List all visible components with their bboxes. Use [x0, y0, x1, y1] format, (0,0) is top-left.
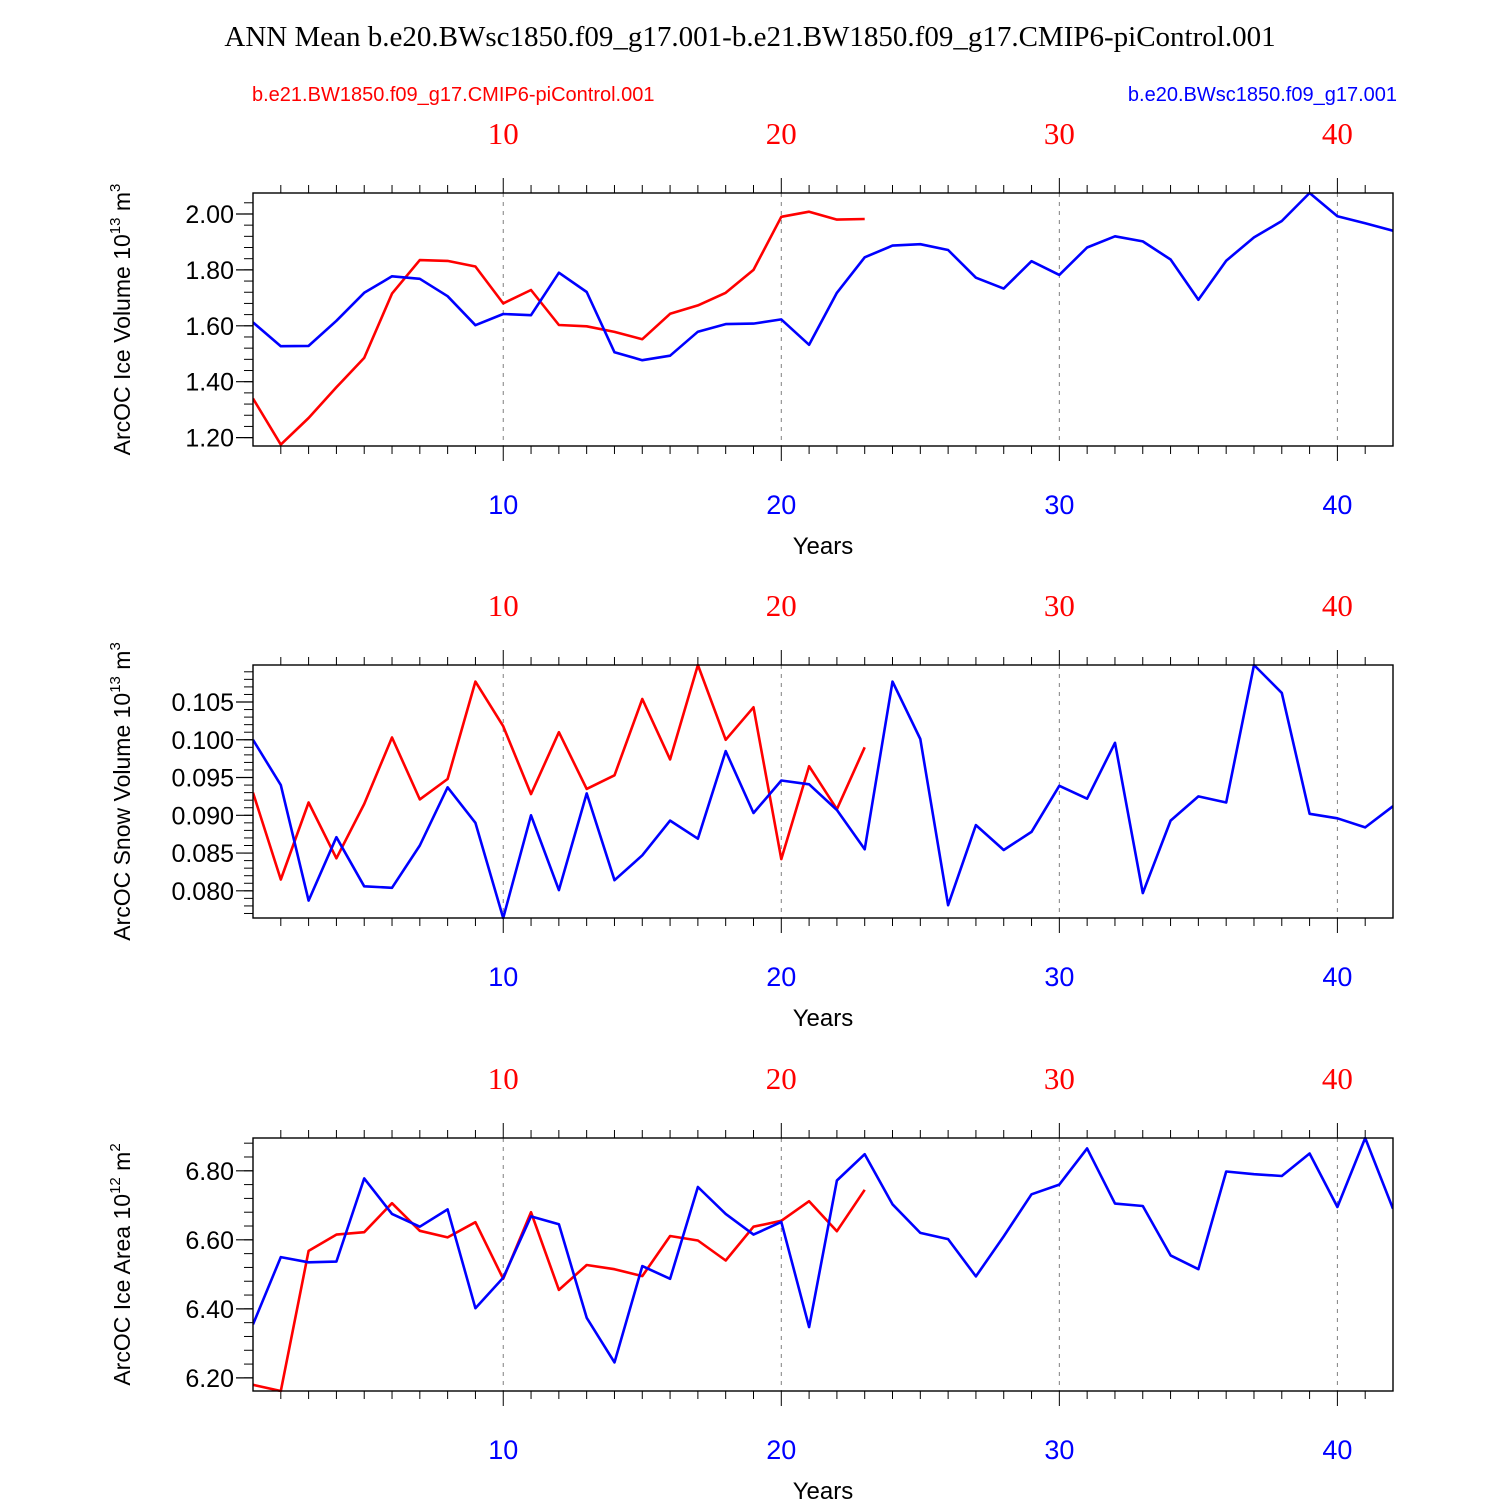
x-tick-label-top: 30 [1044, 116, 1075, 151]
x-tick-label-bottom: 10 [488, 962, 518, 992]
y-tick-label: 0.100 [171, 727, 234, 755]
chart-panel-2: 0.080 0.085 0.090 0.095 0.100 0.105 10 20 30 40 10… [107, 588, 1394, 1032]
x-tick-label-bottom: 30 [1044, 962, 1074, 992]
y-tick-label: 6.40 [185, 1296, 234, 1324]
series-line-control [253, 664, 866, 881]
x-tick-label-bottom: 10 [488, 490, 518, 520]
x-tick-label-bottom: 20 [766, 490, 796, 520]
legend-test-label: b.e20.BWsc1850.f09_g17.001 [1128, 84, 1397, 106]
panels: 1.20 1.40 1.60 1.80 2.00 10 20 30 40 10 20 30 40 Year… [107, 116, 1394, 1500]
y-tick-label: 1.40 [185, 369, 234, 397]
x-tick-label-top: 20 [766, 116, 797, 151]
x-tick-label-bottom: 10 [488, 1435, 518, 1465]
y-tick-label: 6.80 [185, 1158, 234, 1186]
chart-panel-1: 1.20 1.40 1.60 1.80 2.00 10 20 30 40 10 20 30 40 Year… [107, 116, 1394, 560]
x-tick-label-bottom: 20 [766, 1435, 796, 1465]
x-tick-label-top: 40 [1322, 116, 1353, 151]
x-axis-title: Years [793, 1478, 854, 1500]
series-line-test [253, 664, 1393, 919]
series-line-control [253, 1189, 866, 1392]
y-tick-label: 1.20 [185, 425, 234, 453]
plot-frame [252, 192, 1394, 447]
y-tick-label: 0.095 [171, 765, 234, 793]
x-tick-label-top: 40 [1322, 588, 1353, 623]
y-tick-label: 6.20 [185, 1365, 234, 1393]
x-tick-label-bottom: 20 [766, 962, 796, 992]
x-tick-label-top: 10 [488, 588, 519, 623]
y-tick-label: 0.085 [171, 840, 234, 868]
y-tick-label: 1.60 [185, 313, 234, 341]
y-tick-label: 0.105 [171, 689, 234, 717]
x-tick-label-bottom: 40 [1322, 962, 1352, 992]
x-tick-label-top: 20 [766, 1061, 797, 1096]
plot-frame [252, 1137, 1394, 1392]
x-tick-label-bottom: 30 [1044, 1435, 1074, 1465]
x-tick-label-bottom: 30 [1044, 490, 1074, 520]
y-axis-title: ArcOC Ice Volume 1013 m3 [107, 184, 135, 456]
x-axis-title: Years [793, 533, 854, 560]
y-tick-label: 0.090 [171, 802, 234, 830]
y-tick-label: 0.080 [171, 878, 234, 906]
legend-control-label: b.e21.BW1850.f09_g17.CMIP6-piControl.001 [252, 84, 654, 106]
x-tick-label-top: 10 [488, 1061, 519, 1096]
x-tick-label-top: 30 [1044, 1061, 1075, 1096]
x-axis-title: Years [793, 1005, 854, 1032]
x-tick-label-bottom: 40 [1322, 490, 1352, 520]
series-line-test [253, 1137, 1393, 1364]
series-line-test [253, 192, 1393, 362]
x-tick-label-bottom: 40 [1322, 1435, 1352, 1465]
y-axis-title: ArcOC Ice Area 1012 m2 [107, 1143, 135, 1385]
x-tick-label-top: 10 [488, 116, 519, 151]
figure-title: ANN Mean b.e20.BWsc1850.f09_g17.001-b.e2… [224, 21, 1275, 53]
y-tick-label: 1.80 [185, 257, 234, 285]
y-tick-label: 6.60 [185, 1227, 234, 1255]
y-tick-label: 2.00 [185, 201, 234, 229]
x-tick-label-top: 20 [766, 588, 797, 623]
y-axis-title: ArcOC Snow Volume 1013 m3 [107, 642, 135, 941]
series-line-control [253, 210, 865, 446]
x-tick-label-top: 40 [1322, 1061, 1353, 1096]
x-tick-label-top: 30 [1044, 588, 1075, 623]
chart-panel-3: 6.20 6.40 6.60 6.80 10 20 30 40 10 20 30 40 Years Arc… [107, 1061, 1394, 1500]
plot-frame [252, 664, 1394, 919]
